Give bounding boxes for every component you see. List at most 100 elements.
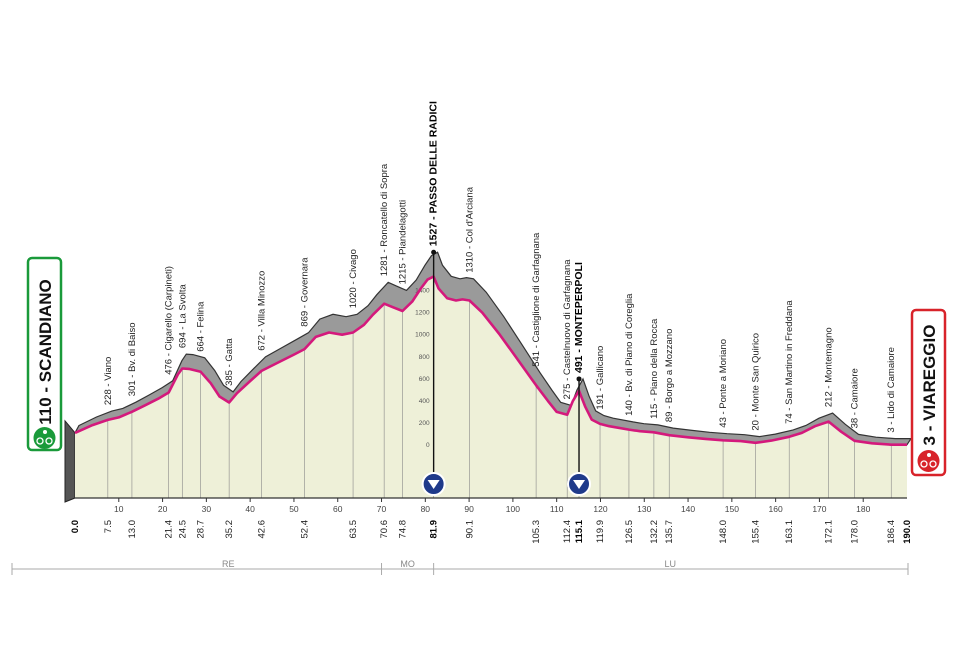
km-label: 135.7 bbox=[664, 520, 675, 544]
km-label: 132.2 bbox=[649, 520, 660, 544]
km-label: 163.1 bbox=[784, 520, 795, 544]
km-label: 172.1 bbox=[824, 520, 835, 544]
finish-badge-frame bbox=[910, 308, 947, 477]
rider-head-icon bbox=[927, 453, 931, 457]
km-label: 28.7 bbox=[196, 520, 207, 539]
gpm-triangle-icon bbox=[427, 480, 440, 489]
finish-city-label: 3 - VIAREGGIO bbox=[920, 325, 939, 446]
km-label: 112.4 bbox=[562, 520, 573, 543]
km-label: 115.1 bbox=[574, 519, 585, 543]
km-label: 0.0 bbox=[70, 520, 81, 533]
x-tick-label: 140 bbox=[681, 504, 695, 514]
x-tick-label: 110 bbox=[550, 504, 564, 514]
waypoint-label: 491 - MONTEPERPOLI bbox=[573, 262, 585, 373]
waypoint-label: 3 - Lido di Camaiore bbox=[886, 347, 897, 433]
waypoint-label: 140 - Bv. di Piano di Coreglia bbox=[624, 293, 635, 416]
x-tick-label: 150 bbox=[725, 504, 739, 514]
waypoint-label: 89 - Borgo a Mozzano bbox=[664, 329, 675, 422]
altitude-tick-label: 600 bbox=[419, 376, 430, 383]
km-label: 63.5 bbox=[348, 520, 359, 539]
km-label: 35.2 bbox=[224, 520, 235, 539]
waypoint-label-layer: 228 - Viano 301 - Bv. di Baiso 476 - Cigar… bbox=[103, 101, 897, 433]
km-label: 178.0 bbox=[850, 520, 861, 544]
waypoint-label: 1281 - Roncatello di Sopra bbox=[379, 163, 390, 276]
region-label: LU bbox=[665, 559, 677, 569]
km-label: 24.5 bbox=[177, 520, 188, 539]
waypoint-label: 115 - Piano della Rocca bbox=[649, 318, 660, 419]
gpm-summit-dot bbox=[576, 376, 582, 382]
start-city-label: 110 - SCANDIANO bbox=[36, 279, 55, 424]
waypoint-label: 1215 - Piandelagotti bbox=[398, 200, 409, 285]
km-label: 21.4 bbox=[164, 520, 175, 539]
km-label: 81.9 bbox=[429, 520, 440, 539]
road-line bbox=[74, 275, 907, 446]
waypoint-label: 275 - Castelnuovo di Garfagnana bbox=[562, 259, 573, 400]
altitude-tick-label: 400 bbox=[419, 398, 430, 405]
waypoint-label: 228 - Viano bbox=[103, 357, 114, 405]
waypoint-label: 672 - Villa Minozzo bbox=[257, 271, 268, 351]
start-badge: 110 - SCANDIANO bbox=[26, 256, 63, 452]
x-tick-label: 120 bbox=[593, 504, 607, 514]
waypoint-label: 38 - Camaiore bbox=[850, 368, 861, 428]
waypoint-label: 694 - La Svolta bbox=[177, 283, 188, 348]
km-label: 105.3 bbox=[531, 520, 542, 544]
x-tick-label: 50 bbox=[289, 504, 299, 514]
x-tick-label: 160 bbox=[769, 504, 783, 514]
altitude-tick-label: 800 bbox=[419, 354, 430, 361]
bike-wheel-icon bbox=[920, 460, 928, 468]
waypoint-label: 385 - Gatta bbox=[224, 338, 235, 386]
altitude-tick-label: 200 bbox=[419, 420, 430, 427]
bike-wheel-icon bbox=[45, 437, 53, 445]
km-label: 186.4 bbox=[886, 520, 897, 544]
altitude-tick-label: 1000 bbox=[415, 332, 430, 339]
km-label: 7.5 bbox=[103, 520, 114, 533]
km-label: 70.6 bbox=[379, 520, 390, 539]
km-label: 52.4 bbox=[300, 520, 311, 539]
x-tick-label: 40 bbox=[245, 504, 255, 514]
start-wall bbox=[64, 419, 76, 503]
km-label: 190.0 bbox=[902, 520, 913, 544]
km-label-layer: 0.0 7.5 13.0 21.4 24.5 28.7 35.2 42.6 52.4 63.5 70… bbox=[70, 519, 913, 543]
altitude-tick-label: 1200 bbox=[415, 310, 430, 317]
waypoint-label: 212 - Montemagno bbox=[824, 327, 835, 407]
x-tick-label: 100 bbox=[506, 504, 520, 514]
endpoint-layer: 110 - SCANDIANO 3 - VIAREGGIO bbox=[26, 249, 947, 496]
waypoint-label: 1310 - Col d'Arciana bbox=[465, 186, 476, 272]
x-axis-layer: 10 20 30 40 50 60 70 80 90 100 110 120 130 140 150 160 1… bbox=[75, 497, 907, 514]
waypoint-label: 191 - Gallicano bbox=[595, 346, 606, 410]
gpm-summit-dot bbox=[431, 249, 437, 255]
region-axis: RE MO LU bbox=[11, 559, 909, 575]
region-label: MO bbox=[400, 559, 415, 569]
waypoint-label: 20 - Monte San Quirico bbox=[751, 333, 762, 431]
x-tick-label: 60 bbox=[333, 504, 343, 514]
km-label: 126.5 bbox=[624, 520, 635, 544]
km-label: 74.8 bbox=[398, 520, 409, 539]
x-tick-label: 180 bbox=[856, 504, 870, 514]
altitude-tick-label: 1400 bbox=[415, 288, 430, 295]
waypoint-label: 301 - Bv. di Baiso bbox=[127, 322, 138, 396]
waypoint-label: 664 - Felina bbox=[196, 301, 207, 352]
km-label: 155.4 bbox=[751, 520, 762, 544]
waypoint-label: 541 - Castiglione di Garfagnana bbox=[531, 232, 542, 367]
gpm-triangle-icon bbox=[573, 480, 586, 489]
km-label: 90.1 bbox=[465, 520, 476, 539]
km-label: 13.0 bbox=[127, 520, 138, 539]
x-tick-label: 20 bbox=[158, 504, 168, 514]
km-label: 119.9 bbox=[595, 520, 606, 543]
x-tick-label: 10 bbox=[114, 504, 124, 514]
x-tick-label: 30 bbox=[202, 504, 212, 514]
road-line-layer bbox=[74, 275, 907, 446]
finish-badge: 3 - VIAREGGIO bbox=[910, 308, 947, 477]
region-label: RE bbox=[222, 559, 235, 569]
bike-wheel-icon bbox=[36, 437, 44, 445]
profile-fill bbox=[75, 276, 907, 498]
waypoint-label: 1527 - PASSO DELLE RADICI bbox=[428, 101, 440, 246]
waypoint-label: 869 - Governara bbox=[300, 257, 311, 327]
km-label: 42.6 bbox=[257, 520, 268, 539]
x-tick-label: 170 bbox=[812, 504, 826, 514]
km-label: 148.0 bbox=[718, 520, 729, 544]
waypoint-label: 74 - San Martino in Freddana bbox=[784, 300, 795, 424]
x-tick-label: 70 bbox=[377, 504, 387, 514]
